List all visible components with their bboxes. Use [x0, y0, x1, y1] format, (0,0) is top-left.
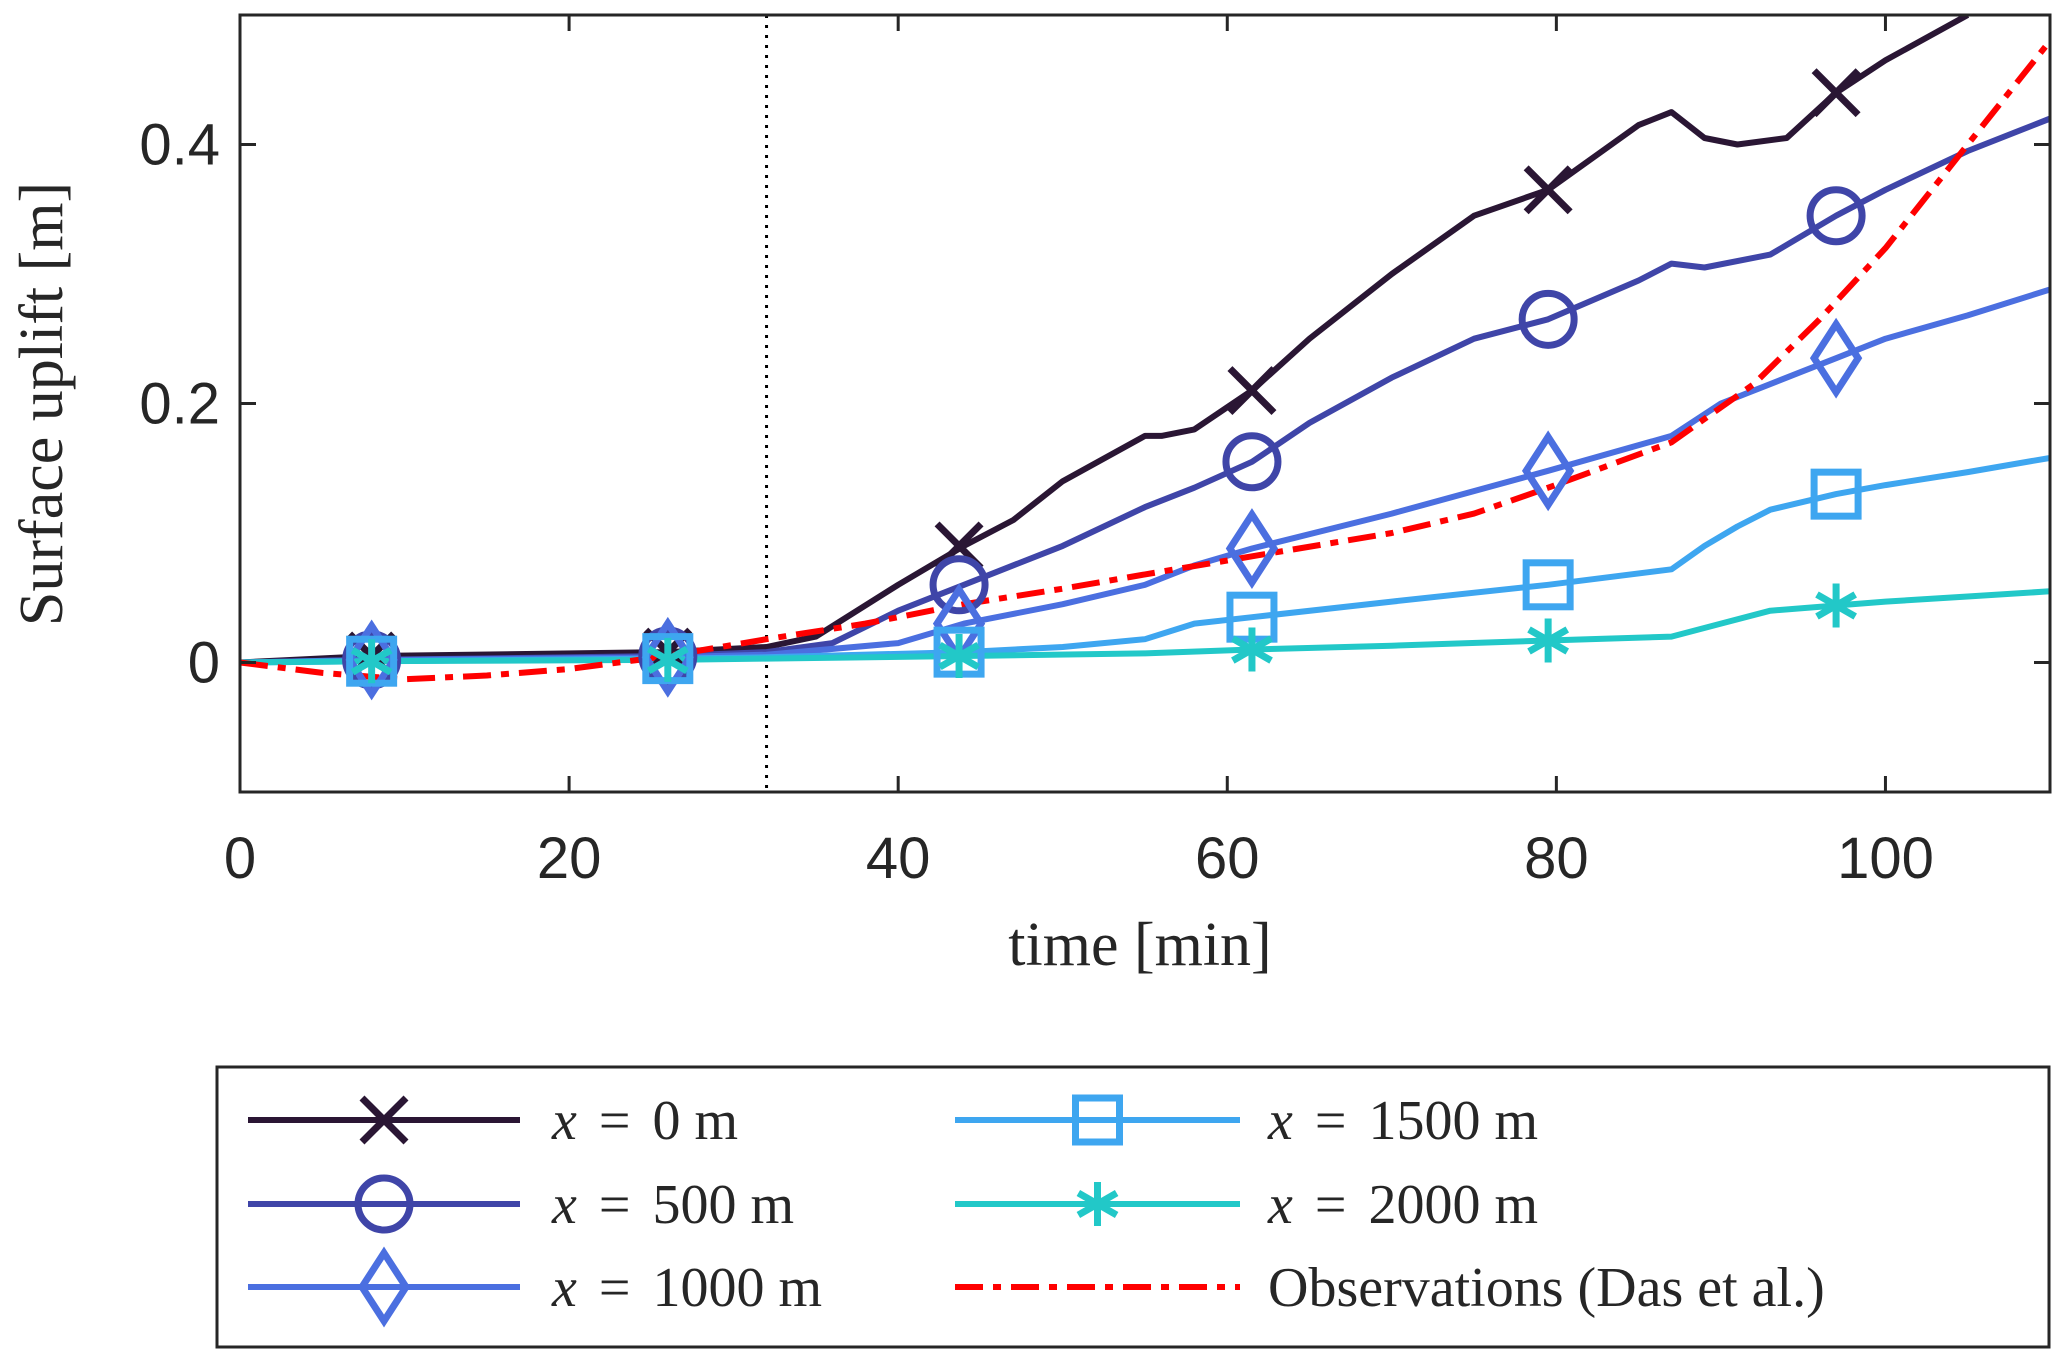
axes: 0 20 40 60 80 100 0 0.2 0.4 [139, 13, 2052, 891]
asterisk-marker [1076, 1182, 1119, 1226]
y-tick-label: 0.4 [139, 113, 220, 178]
legend-label: x = 1000 m [551, 1257, 822, 1319]
x-tick-label: 40 [866, 826, 931, 891]
legend-label: Observations (Das et al.) [1268, 1257, 1825, 1319]
plot-area [240, 15, 2050, 792]
legend-entry-3: x = 1500 m [955, 1090, 1538, 1152]
diamond-marker [1225, 508, 1279, 589]
diamond-marker [1809, 317, 1863, 399]
x-axis-label: time [min] [1008, 911, 1271, 979]
x-tick-label: 20 [537, 826, 602, 891]
legend-entry-5: Observations (Das et al.) [955, 1257, 1825, 1319]
series-line-5 [240, 39, 2050, 683]
circle-marker [929, 555, 989, 615]
series-line-3 [240, 454, 2050, 666]
square-marker [1522, 559, 1574, 611]
x-tick-label: 80 [1524, 826, 1589, 891]
cross-marker [359, 1095, 409, 1145]
legend-label: x = 0 m [551, 1090, 738, 1152]
legend-label: x = 1500 m [1267, 1090, 1538, 1152]
diamond-marker [1521, 430, 1575, 512]
asterisk-marker [1815, 583, 1857, 628]
legend-label: x = 500 m [551, 1174, 794, 1236]
legend-entry-4: x = 2000 m [955, 1174, 1538, 1236]
asterisk-marker [1231, 627, 1273, 672]
asterisk-marker [1527, 618, 1570, 663]
cross-marker [1227, 366, 1277, 416]
diamond-marker [357, 1246, 411, 1328]
square-marker [1072, 1094, 1123, 1146]
x-tick-label: 100 [1837, 826, 1934, 891]
asterisk-marker [646, 637, 689, 682]
diamond-marker [641, 616, 694, 698]
legend: x = 0 m x = 500 m x = 1000 m x = 1500 m x = 2000 m Obse… [215, 1065, 2051, 1349]
legend-entry-2: x = 1000 m [248, 1246, 822, 1328]
y-tick-label: 0.2 [139, 372, 220, 437]
y-axis-label: Surface uplift [m] [8, 182, 76, 626]
legend-entry-0: x = 0 m [248, 1090, 738, 1152]
cross-marker [1523, 165, 1573, 215]
circle-marker [1518, 289, 1578, 349]
series-line-0 [240, 15, 1970, 666]
asterisk-marker [938, 634, 980, 679]
series-line-4 [240, 588, 2050, 666]
circle-marker [354, 1174, 414, 1234]
circle-marker [1222, 432, 1282, 492]
legend-entry-1: x = 500 m [248, 1174, 794, 1236]
asterisk-marker [350, 639, 393, 684]
square-marker [1810, 468, 1862, 520]
x-tick-label: 60 [1195, 826, 1260, 891]
series-line-1 [240, 115, 2050, 666]
x-tick-label: 0 [224, 826, 256, 891]
cross-marker [1811, 68, 1861, 118]
circle-marker [1806, 186, 1866, 246]
series-line-2 [240, 286, 2050, 666]
axes-box [238, 13, 2052, 794]
y-tick-label: 0 [188, 631, 220, 696]
diamond-marker [345, 619, 398, 701]
legend-label: x = 2000 m [1267, 1174, 1538, 1236]
